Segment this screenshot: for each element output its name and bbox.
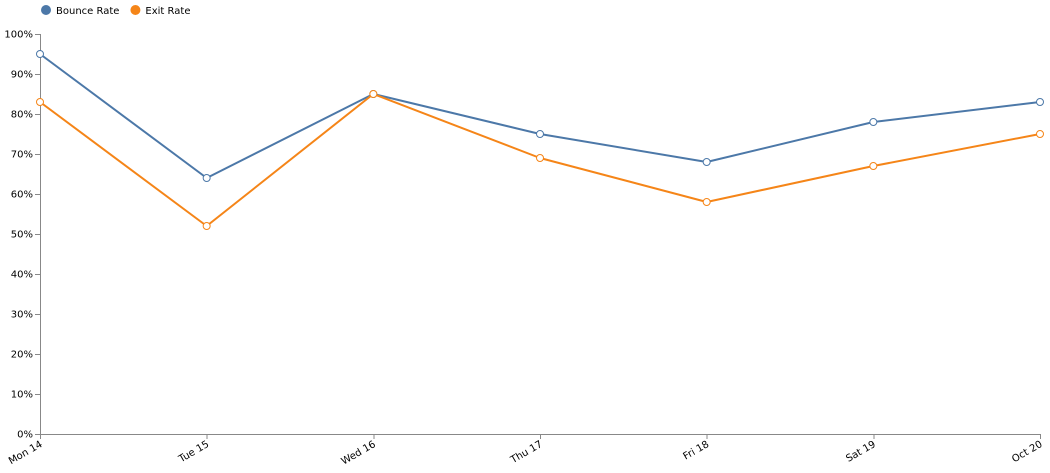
y-tick-label: 80% <box>11 110 33 121</box>
legend-item: Exit Rate <box>130 5 190 17</box>
y-tick-label: 20% <box>11 350 33 361</box>
x-tick-label: Thu 17 <box>508 439 544 466</box>
data-point[interactable] <box>536 130 544 138</box>
data-point[interactable] <box>202 174 211 182</box>
data-point[interactable] <box>36 98 44 106</box>
x-tick-label: Mon 14 <box>7 439 45 467</box>
legend-swatch <box>41 5 51 15</box>
y-tick-label: 60% <box>11 190 33 201</box>
x-tick-label: Oct 20 <box>1010 439 1044 465</box>
y-tick-label: 30% <box>11 310 33 321</box>
series-2 <box>36 90 1044 230</box>
legend-swatch <box>130 5 141 15</box>
x-axis: Mon 14 Tue 15 Wed 16 Thu 17 Fri 18 Sat 19 Oct … <box>7 434 1045 467</box>
legend-label: Bounce Rate <box>56 6 119 17</box>
y-tick-label: 0% <box>17 430 33 441</box>
y-tick-label: 90% <box>11 70 33 81</box>
data-point[interactable] <box>1036 98 1044 106</box>
x-tick-label: Sat 19 <box>844 439 877 465</box>
y-axis: 0% 10% 20% 30% 40% 50% 60% 70% 80% 90% 100% <box>4 30 41 441</box>
data-point[interactable] <box>36 50 44 58</box>
x-tick-label: Tue 15 <box>176 439 211 466</box>
data-point[interactable] <box>369 90 378 98</box>
data-point[interactable] <box>869 118 878 126</box>
legend: Bounce Rate Exit Rate <box>41 5 190 17</box>
data-point[interactable] <box>702 198 711 206</box>
x-tick-label: Fri 18 <box>682 439 712 462</box>
data-point[interactable] <box>869 162 878 170</box>
legend-item: Bounce Rate <box>41 5 119 17</box>
series-1 <box>36 50 1044 182</box>
y-tick-label: 70% <box>11 150 33 161</box>
data-point[interactable] <box>202 222 211 230</box>
y-tick-label: 100% <box>4 30 33 41</box>
data-point[interactable] <box>536 154 544 162</box>
data-point[interactable] <box>1036 130 1044 138</box>
y-tick-label: 10% <box>11 390 33 401</box>
series-layer <box>36 50 1044 230</box>
x-tick-label: Wed 16 <box>340 439 378 467</box>
y-tick-label: 50% <box>11 230 33 241</box>
legend-label: Exit Rate <box>145 6 190 17</box>
data-point[interactable] <box>702 158 711 166</box>
y-tick-label: 40% <box>11 270 33 281</box>
